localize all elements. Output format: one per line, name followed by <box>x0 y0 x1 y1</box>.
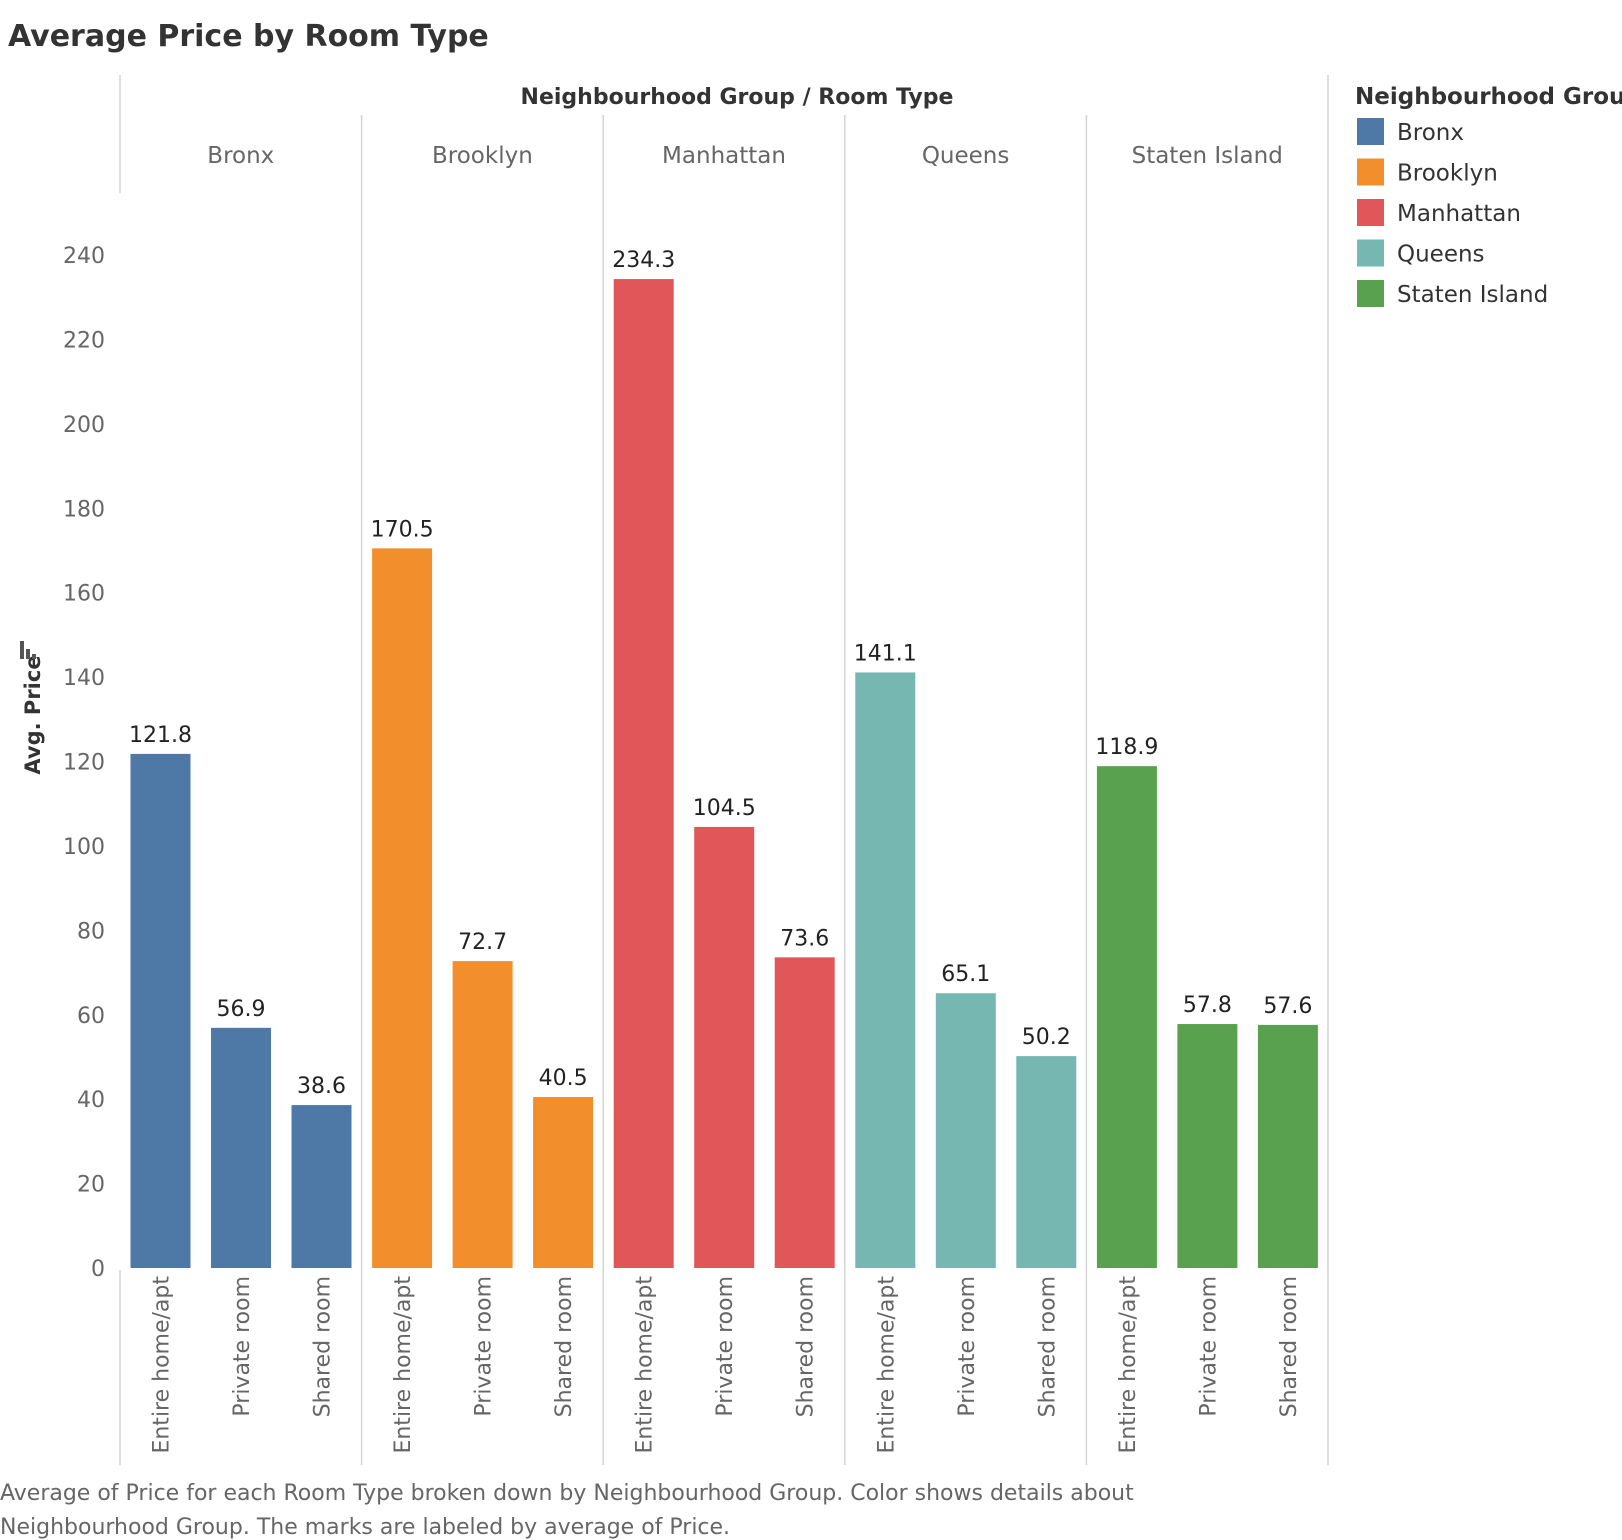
plot-area: 0 20 40 60 80 100 120 140 160 180 200 220 240 Avg. Pr… <box>20 75 1329 1465</box>
y-tick-label: 180 <box>63 497 105 522</box>
data-label: 170.5 <box>371 517 434 542</box>
bar[interactable] <box>1177 1024 1238 1268</box>
legend-swatch[interactable] <box>1357 118 1384 145</box>
category-label: Shared room <box>1035 1276 1060 1417</box>
data-label: 121.8 <box>129 723 192 748</box>
sort-icon[interactable] <box>20 641 36 659</box>
bar[interactable] <box>935 993 996 1268</box>
y-axis-label: Avg. Price <box>21 655 45 774</box>
category-label: Entire home/apt <box>391 1276 416 1454</box>
legend-label[interactable]: Brooklyn <box>1397 161 1498 187</box>
legend-title: Neighbourhood Group <box>1355 84 1622 110</box>
data-label: 73.6 <box>780 926 829 951</box>
bar[interactable] <box>533 1097 594 1268</box>
panel-label: Manhattan <box>662 143 786 169</box>
category-label: Private room <box>955 1276 980 1417</box>
category-label: Private room <box>1196 1276 1221 1417</box>
y-tick-label: 20 <box>77 1173 105 1198</box>
data-label: 65.1 <box>941 962 990 987</box>
panel-label: Queens <box>922 143 1010 169</box>
data-label: 118.9 <box>1095 735 1158 760</box>
legend-swatch[interactable] <box>1357 239 1384 267</box>
data-label: 234.3 <box>612 248 675 273</box>
legend-swatch[interactable] <box>1357 158 1384 186</box>
legend-label[interactable]: Queens <box>1397 242 1485 268</box>
category-label: Private room <box>713 1276 738 1417</box>
y-tick-label: 80 <box>77 919 105 944</box>
bar[interactable] <box>774 957 835 1268</box>
data-label: 56.9 <box>217 997 266 1022</box>
bar[interactable] <box>211 1027 271 1268</box>
bar[interactable] <box>291 1105 352 1268</box>
y-tick-label: 120 <box>63 751 105 776</box>
legend-label[interactable]: Staten Island <box>1397 282 1548 308</box>
panel-label: Brooklyn <box>432 143 533 169</box>
bar[interactable] <box>452 961 513 1268</box>
bar[interactable] <box>1016 1056 1077 1268</box>
caption-line-1: Average of Price for each Room Type brok… <box>0 1481 1134 1506</box>
bar[interactable] <box>613 279 674 1269</box>
data-label: 141.1 <box>854 641 917 666</box>
category-label: Entire home/apt <box>1116 1276 1141 1454</box>
y-tick-label: 100 <box>63 835 105 860</box>
category-label: Entire home/apt <box>150 1276 175 1454</box>
data-label: 38.6 <box>297 1074 346 1099</box>
y-tick-label: 240 <box>63 244 105 269</box>
caption-line-2: Neighbourhood Group. The marks are label… <box>0 1515 730 1540</box>
y-tick-label: 200 <box>63 413 105 438</box>
data-label: 50.2 <box>1022 1025 1071 1050</box>
legend-swatch[interactable] <box>1357 199 1384 226</box>
bar[interactable] <box>694 826 755 1268</box>
data-label: 57.6 <box>1263 994 1312 1019</box>
legend-label[interactable]: Manhattan <box>1397 201 1521 227</box>
category-label: Entire home/apt <box>633 1276 658 1454</box>
bar[interactable] <box>1257 1024 1318 1268</box>
data-label: 40.5 <box>539 1066 588 1091</box>
bar[interactable] <box>855 672 916 1268</box>
category-label: Private room <box>230 1276 255 1417</box>
column-header: Neighbourhood Group / Room Type <box>521 85 954 110</box>
legend: Neighbourhood Group Bronx Brooklyn Manhatt… <box>1355 84 1622 308</box>
bar[interactable] <box>1096 766 1157 1268</box>
panel-label: Bronx <box>207 143 274 169</box>
data-label: 72.7 <box>458 930 507 955</box>
y-tick-label: 160 <box>63 582 105 607</box>
category-label: Private room <box>472 1276 497 1417</box>
y-tick-label: 220 <box>63 328 105 353</box>
category-label: Shared room <box>1277 1276 1302 1417</box>
category-label: Shared room <box>794 1276 819 1417</box>
y-tick-label: 60 <box>77 1004 105 1029</box>
category-label: Shared room <box>552 1276 577 1417</box>
panel-label: Staten Island <box>1132 143 1283 169</box>
bar[interactable] <box>372 548 433 1268</box>
y-tick-label: 40 <box>77 1088 105 1113</box>
chart-title: Average Price by Room Type <box>8 19 489 54</box>
bar[interactable] <box>130 753 191 1268</box>
data-label: 104.5 <box>693 796 756 821</box>
y-tick-label: 0 <box>91 1257 105 1282</box>
y-tick-label: 140 <box>63 666 105 691</box>
legend-label[interactable]: Bronx <box>1397 120 1464 146</box>
legend-swatch[interactable] <box>1357 280 1384 307</box>
data-label: 57.8 <box>1183 993 1232 1018</box>
category-label: Shared room <box>311 1276 336 1417</box>
category-label: Entire home/apt <box>874 1276 899 1454</box>
